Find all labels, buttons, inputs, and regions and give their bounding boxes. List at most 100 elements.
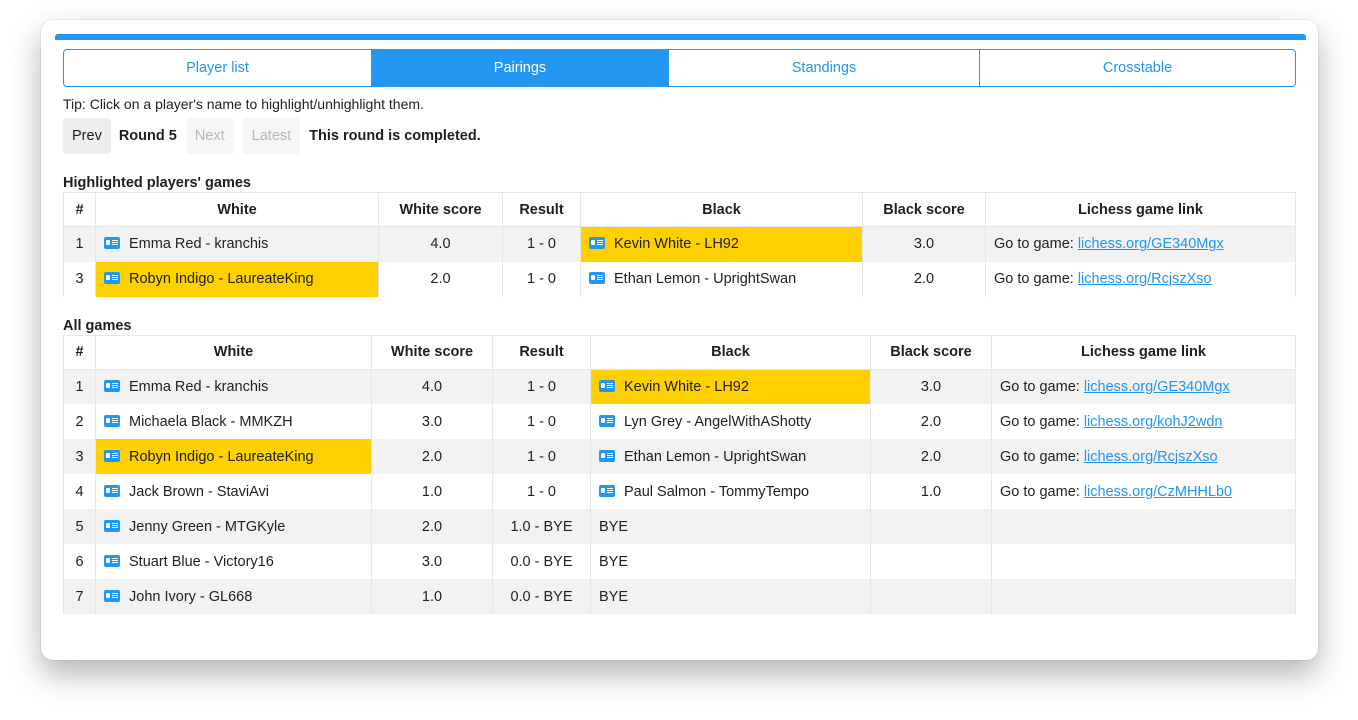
result: 1 - 0 bbox=[492, 404, 591, 439]
black-player-name[interactable]: BYE bbox=[599, 588, 629, 605]
table-row: 7 John Ivory - GL668 1.0 0.0 - BYE BYE bbox=[63, 579, 1296, 614]
player-card-icon bbox=[104, 484, 120, 497]
black-player-name[interactable]: BYE bbox=[599, 518, 629, 535]
black-player-name[interactable]: Kevin White - LH92 bbox=[624, 378, 749, 395]
white-player-cell[interactable]: Robyn Indigo - LaureateKing bbox=[95, 261, 379, 297]
player-card-icon bbox=[104, 589, 120, 602]
table-row: 1 Emma Red - kranchis 4.0 1 - 0 Kevin White … bbox=[63, 226, 1296, 262]
round-status: This round is completed. bbox=[309, 128, 481, 144]
top-accent-bar bbox=[55, 34, 1306, 40]
result: 0.0 - BYE bbox=[492, 544, 591, 579]
player-card-icon bbox=[589, 237, 605, 250]
black-score: 2.0 bbox=[870, 404, 992, 439]
tab-crosstable[interactable]: Crosstable bbox=[1102, 60, 1173, 76]
game-link-prefix: Go to game: bbox=[1000, 448, 1084, 465]
white-player-name[interactable]: Jenny Green - MTGKyle bbox=[129, 518, 286, 535]
tab-player-list[interactable]: Player list bbox=[64, 50, 372, 86]
col-header-white: White bbox=[95, 334, 372, 370]
result: 1 - 0 bbox=[492, 474, 591, 509]
white-player-cell[interactable]: Emma Red - kranchis bbox=[95, 226, 379, 262]
round-label: Round 5 bbox=[118, 128, 177, 144]
white-player-name[interactable]: Stuart Blue - Victory16 bbox=[129, 553, 274, 570]
white-player-cell[interactable]: John Ivory - GL668 bbox=[95, 579, 372, 614]
highlighted-games-section: Highlighted players' games # White White… bbox=[63, 174, 1296, 297]
table-header-row: # White White score Result Black Black s… bbox=[63, 334, 1296, 370]
black-player-name[interactable]: Lyn Grey - AngelWithAShotty bbox=[624, 413, 812, 430]
white-score: 1.0 bbox=[371, 579, 493, 614]
white-score: 3.0 bbox=[371, 404, 493, 439]
white-player-cell[interactable]: Michaela Black - MMKZH bbox=[95, 404, 372, 439]
col-header-result: Result bbox=[502, 192, 581, 227]
white-player-name[interactable]: Michaela Black - MMKZH bbox=[129, 413, 293, 430]
col-header-game-link: Lichess game link bbox=[991, 334, 1296, 370]
result: 1 - 0 bbox=[502, 261, 581, 297]
white-player-cell[interactable]: Emma Red - kranchis bbox=[95, 369, 372, 404]
player-card-icon bbox=[599, 484, 615, 497]
white-player-name[interactable]: Robyn Indigo - LaureateKing bbox=[129, 448, 314, 465]
latest-round-button[interactable]: Latest bbox=[242, 118, 301, 154]
table-row: 5 Jenny Green - MTGKyle 2.0 1.0 - BYE BYE bbox=[63, 509, 1296, 544]
col-header-black-score: Black score bbox=[870, 334, 992, 370]
col-header-white: White bbox=[95, 192, 379, 227]
black-player-cell[interactable]: Paul Salmon - TommyTempo bbox=[590, 474, 871, 509]
player-card-icon bbox=[599, 379, 615, 392]
player-card-icon bbox=[104, 379, 120, 392]
player-card-icon bbox=[599, 414, 615, 427]
table-row: 1 Emma Red - kranchis 4.0 1 - 0 Kevin White … bbox=[63, 369, 1296, 404]
all-games-body: 1 Emma Red - kranchis 4.0 1 - 0 Kevin White … bbox=[63, 369, 1296, 614]
black-player-cell[interactable]: Ethan Lemon - UprightSwan bbox=[590, 439, 871, 474]
white-player-cell[interactable]: Jenny Green - MTGKyle bbox=[95, 509, 372, 544]
game-link-cell: Go to game: lichess.org/kohJ2wdn bbox=[991, 404, 1296, 439]
black-player-cell[interactable]: Kevin White - LH92 bbox=[580, 226, 863, 262]
col-header-number: # bbox=[63, 334, 96, 370]
black-score: 1.0 bbox=[870, 474, 992, 509]
table-row: 3 Robyn Indigo - LaureateKing 2.0 1 - 0 Etha… bbox=[63, 439, 1296, 474]
lichess-game-link[interactable]: lichess.org/kohJ2wdn bbox=[1083, 413, 1223, 430]
black-player-name[interactable]: Kevin White - LH92 bbox=[614, 236, 739, 253]
black-player-name[interactable]: Ethan Lemon - UprightSwan bbox=[624, 448, 807, 465]
white-player-name[interactable]: John Ivory - GL668 bbox=[129, 588, 253, 605]
black-player-cell[interactable]: BYE bbox=[590, 509, 871, 544]
game-link-cell bbox=[991, 509, 1296, 544]
black-player-cell[interactable]: BYE bbox=[590, 544, 871, 579]
black-player-cell[interactable]: Lyn Grey - AngelWithAShotty bbox=[590, 404, 871, 439]
game-link-prefix: Go to game: bbox=[994, 271, 1078, 287]
black-player-cell[interactable]: Kevin White - LH92 bbox=[590, 369, 871, 404]
white-player-cell[interactable]: Jack Brown - StaviAvi bbox=[95, 474, 372, 509]
board-number: 7 bbox=[63, 579, 96, 614]
col-header-black: Black bbox=[590, 334, 871, 370]
result: 1.0 - BYE bbox=[492, 509, 591, 544]
highlighted-games-title: Highlighted players' games bbox=[63, 175, 251, 191]
tab-standings[interactable]: Standings bbox=[669, 50, 980, 86]
lichess-game-link[interactable]: lichess.org/RcjszXso bbox=[1083, 448, 1218, 465]
black-player-name[interactable]: Ethan Lemon - UprightSwan bbox=[614, 271, 797, 287]
lichess-game-link[interactable]: lichess.org/RcjszXso bbox=[1077, 271, 1212, 287]
black-player-name[interactable]: BYE bbox=[599, 553, 629, 570]
game-link-cell: Go to game: lichess.org/RcjszXso bbox=[985, 261, 1296, 297]
prev-round-button[interactable]: Prev bbox=[63, 118, 111, 154]
result: 1 - 0 bbox=[492, 439, 591, 474]
round-navigation: Prev Round 5 Next Latest This round is c… bbox=[63, 118, 1296, 154]
white-player-name[interactable]: Emma Red - kranchis bbox=[129, 378, 269, 395]
tip-text: Tip: Click on a player's name to highlig… bbox=[63, 96, 424, 112]
white-player-name[interactable]: Emma Red - kranchis bbox=[129, 236, 269, 253]
black-score: 2.0 bbox=[870, 439, 992, 474]
next-round-button[interactable]: Next bbox=[185, 118, 234, 154]
game-link-cell bbox=[991, 544, 1296, 579]
white-player-name[interactable]: Robyn Indigo - LaureateKing bbox=[129, 271, 314, 287]
lichess-game-link[interactable]: lichess.org/GE340Mgx bbox=[1083, 378, 1230, 395]
tab-pairings[interactable]: Pairings bbox=[372, 50, 669, 86]
board-number: 3 bbox=[63, 439, 96, 474]
white-player-name[interactable]: Jack Brown - StaviAvi bbox=[129, 483, 269, 500]
col-header-black-score: Black score bbox=[862, 192, 986, 227]
result: 1 - 0 bbox=[502, 226, 581, 262]
lichess-game-link[interactable]: lichess.org/GE340Mgx bbox=[1077, 236, 1224, 253]
black-player-cell[interactable]: BYE bbox=[590, 579, 871, 614]
white-player-cell[interactable]: Stuart Blue - Victory16 bbox=[95, 544, 372, 579]
black-score bbox=[870, 579, 992, 614]
lichess-game-link[interactable]: lichess.org/CzMHHLb0 bbox=[1083, 483, 1233, 500]
table-row: 6 Stuart Blue - Victory16 3.0 0.0 - BYE BYE bbox=[63, 544, 1296, 579]
black-player-cell[interactable]: Ethan Lemon - UprightSwan bbox=[580, 261, 863, 297]
white-player-cell[interactable]: Robyn Indigo - LaureateKing bbox=[95, 439, 372, 474]
black-player-name[interactable]: Paul Salmon - TommyTempo bbox=[624, 483, 810, 500]
